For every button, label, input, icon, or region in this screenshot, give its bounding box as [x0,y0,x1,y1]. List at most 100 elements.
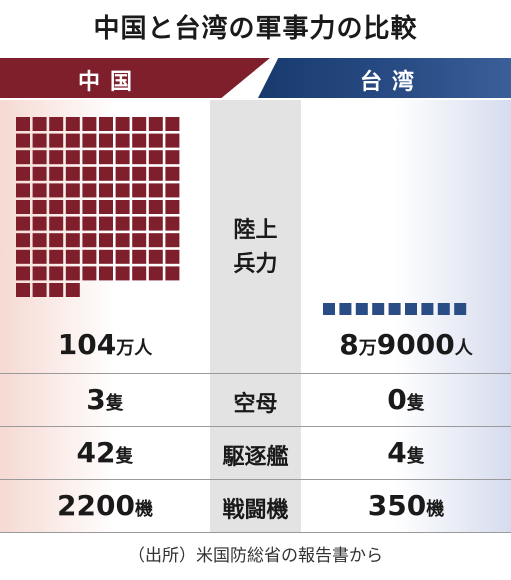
china-troop-square [99,133,113,148]
china-troop-square [148,249,163,264]
china-troop-square [16,200,30,214]
taiwan-troop-square [339,303,352,315]
china-troop-square [99,117,113,131]
taiwan-troop-square [355,303,368,315]
china-troop-square [16,266,30,281]
china-troop-square [16,133,30,148]
china-troop-square [49,200,64,214]
china-troop-square [115,233,130,248]
china-troop-square [82,200,97,214]
china-troop-square [99,200,113,214]
china-troop-square [49,216,64,231]
china-troop-square [165,166,180,181]
china-destroyers-unit: 隻 [115,446,134,467]
china-troop-square [65,266,80,281]
china-carriers-unit: 隻 [105,393,124,414]
china-troop-square [132,200,147,214]
divider-1 [0,373,511,374]
china-troop-square [165,183,180,198]
taiwan-destroyers-num: 4 [387,436,407,469]
china-troop-square [115,133,130,148]
china-troop-square [165,133,180,148]
china-troop-square [148,150,163,165]
taiwan-fighters-num: 350 [367,489,427,522]
china-troop-square [82,233,97,248]
china-troop-square [82,249,97,264]
china-troop-square [65,216,80,231]
china-troop-square [49,117,64,131]
china-troop-square [115,266,130,281]
china-troop-square [165,117,180,131]
china-troop-square [82,117,97,131]
china-troop-square [99,233,113,248]
china-troop-square [148,117,163,131]
taiwan-ground-num2: 9000 [376,328,455,361]
china-troop-square [65,150,80,165]
china-troop-square [148,233,163,248]
china-ground-num: 104 [57,328,117,361]
china-troop-square [165,200,180,214]
taiwan-troop-square [421,303,434,315]
china-troop-square [132,150,147,165]
china-troop-square [115,216,130,231]
taiwan-carriers-num: 0 [387,383,407,416]
china-troop-square [32,183,47,198]
china-troop-square [99,249,113,264]
divider-bottom [0,532,511,533]
china-troop-square [65,117,80,131]
china-troop-square [165,150,180,165]
china-troop-square [99,150,113,165]
china-troop-square [65,283,80,297]
taiwan-troop-square [388,303,401,315]
china-troop-square [132,249,147,264]
china-troop-square [132,183,147,198]
taiwan-ground-value: 8 万 9000 人 [301,328,511,361]
china-troop-square [49,233,64,248]
china-troop-square [132,166,147,181]
china-troop-square [16,117,30,131]
china-troop-square [99,216,113,231]
china-troop-square [148,183,163,198]
china-troop-square [49,183,64,198]
china-troop-square [132,233,147,248]
china-troop-square [16,233,30,248]
taiwan-carriers-unit: 隻 [406,393,425,414]
china-troop-square [32,249,47,264]
taiwan-ground-num: 8 [339,328,359,361]
china-troop-square [49,166,64,181]
taiwan-header-band [258,58,511,98]
china-header-band [0,58,270,98]
taiwan-troop-square [454,303,467,315]
china-troop-square [49,150,64,165]
china-troop-square [132,117,147,131]
china-destroyers-value: 42 隻 [0,436,210,469]
source-note: （出所）米国防総省の報告書から [128,546,383,566]
chart-title: 中国と台湾の軍事力の比較 [93,14,418,44]
taiwan-header-label: 台湾 [360,70,425,95]
china-troop-square [115,150,130,165]
china-troop-square [99,166,113,181]
taiwan-troop-square [372,303,385,315]
china-troop-square [99,266,113,281]
taiwan-ground-mid: 万 [358,338,377,359]
taiwan-fighters-value: 350 機 [301,489,511,522]
category-fighters: 戦闘機 [222,498,289,523]
taiwan-destroyers-unit: 隻 [406,446,425,467]
china-troop-square [148,216,163,231]
china-troop-square [49,133,64,148]
china-troop-square [115,249,130,264]
china-troop-square [16,216,30,231]
china-troop-square [165,216,180,231]
china-destroyers-num: 42 [76,436,116,469]
china-troop-square [16,249,30,264]
taiwan-fighters-unit: 機 [426,499,445,520]
china-troop-square [148,266,163,281]
taiwan-troop-square [437,303,450,315]
china-fighters-value: 2200 機 [0,489,210,522]
china-troop-square [132,266,147,281]
china-troop-square [148,200,163,214]
china-troop-square [82,166,97,181]
china-fighters-unit: 機 [134,499,153,520]
